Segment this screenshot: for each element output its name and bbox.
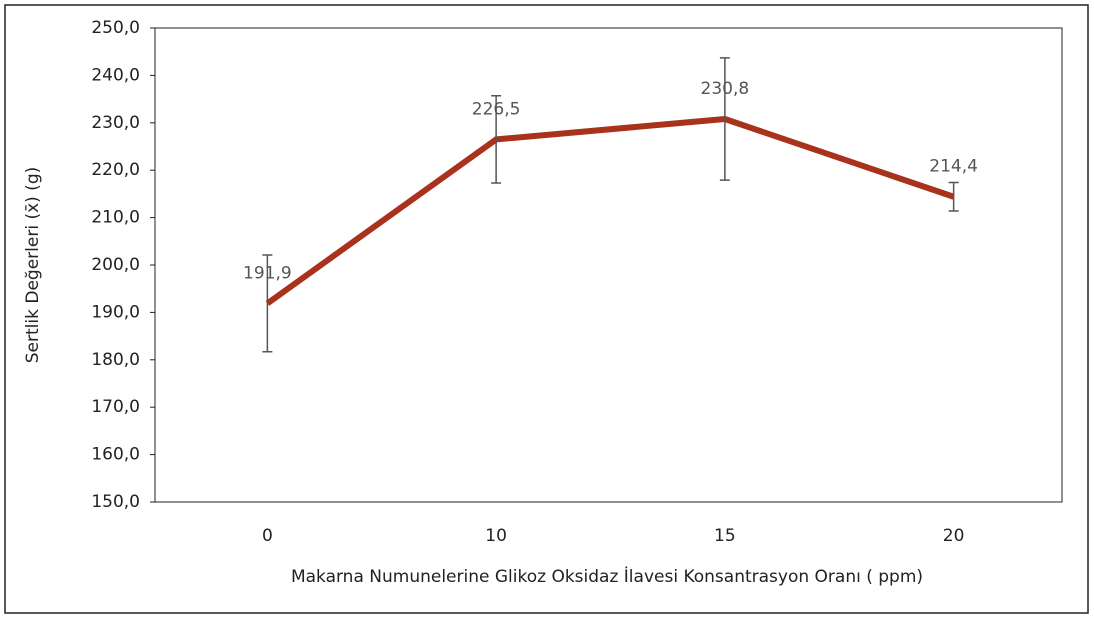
data-label: 191,9 xyxy=(243,263,292,283)
x-tick-label: 0 xyxy=(262,526,273,546)
y-tick-label: 170,0 xyxy=(91,397,140,417)
error-bar xyxy=(491,95,502,184)
y-tick-label: 190,0 xyxy=(91,302,140,322)
y-tick-label: 160,0 xyxy=(91,445,140,465)
y-tick-label: 220,0 xyxy=(91,160,140,180)
x-axis-label: Makarna Numunelerine Glikoz Oksidaz İlav… xyxy=(291,566,923,587)
data-label: 230,8 xyxy=(701,79,750,99)
y-tick-label: 240,0 xyxy=(91,65,140,85)
chart-border xyxy=(4,4,1089,614)
error-bar xyxy=(719,57,730,181)
x-tick-label: 15 xyxy=(714,526,736,546)
y-tick-label: 210,0 xyxy=(91,208,140,228)
y-tick-label: 150,0 xyxy=(91,492,140,512)
y-tick-label: 230,0 xyxy=(91,113,140,133)
data-label: 226,5 xyxy=(472,99,521,119)
error-bar xyxy=(262,254,273,353)
data-line xyxy=(265,116,955,306)
y-axis-label: Sertlik Değerleri (x̄) (g) xyxy=(23,167,43,363)
y-tick-label: 250,0 xyxy=(91,18,140,38)
x-tick-label: 10 xyxy=(485,526,507,546)
y-tick-label: 200,0 xyxy=(91,255,140,275)
y-tick-label: 180,0 xyxy=(91,350,140,370)
data-label: 214,4 xyxy=(929,157,978,177)
x-tick-label: 20 xyxy=(943,526,965,546)
error-bar xyxy=(948,181,959,212)
